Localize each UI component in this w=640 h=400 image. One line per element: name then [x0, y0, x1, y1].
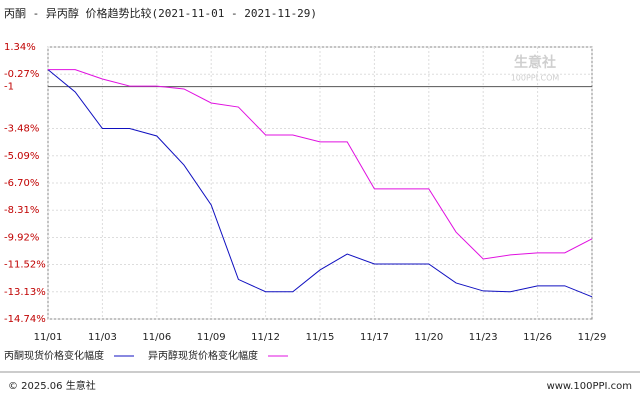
y-tick-label: -11.52%	[4, 260, 46, 271]
x-tick-label: 11/29	[578, 332, 607, 343]
legend-label: 异丙醇现货价格变化幅度	[148, 349, 258, 362]
x-tick-label: 11/17	[360, 332, 389, 343]
x-tick-label: 11/06	[142, 332, 171, 343]
x-tick-label: 11/20	[414, 332, 443, 343]
watermark: 生意社	[514, 54, 556, 71]
y-tick-label: 1.34%	[4, 42, 36, 53]
y-tick-label: -0.27%	[4, 69, 39, 80]
y-tick-label: -5.09%	[4, 151, 39, 162]
y-tick-label: -1	[4, 82, 14, 93]
x-tick-label: 11/09	[197, 332, 226, 343]
x-tick-label: 11/23	[469, 332, 498, 343]
y-tick-label: -3.48%	[4, 124, 39, 135]
y-tick-label: -9.92%	[4, 232, 39, 243]
x-tick-label: 11/03	[88, 332, 117, 343]
chart-title: 丙酮 - 异丙醇 价格趋势比较(2021-11-01 - 2021-11-29)	[4, 6, 317, 20]
x-tick-label: 11/12	[251, 332, 280, 343]
legend-label: 丙酮现货价格变化幅度	[4, 349, 104, 362]
y-tick-label: -13.13%	[4, 287, 46, 298]
x-tick-label: 11/26	[523, 332, 552, 343]
watermark-site: 100PPI.COM	[511, 74, 560, 83]
y-tick-label: -6.70%	[4, 178, 39, 189]
x-tick-label: 11/15	[306, 332, 335, 343]
y-tick-label: -8.31%	[4, 205, 39, 216]
series-line	[47, 69, 593, 298]
x-tick-label: 11/01	[34, 332, 63, 343]
footer-right: www.100PPI.com	[547, 381, 632, 392]
footer-left: © 2025.06 生意社	[8, 379, 96, 392]
y-tick-label: -14.74%	[4, 314, 46, 325]
series-line	[48, 69, 593, 260]
